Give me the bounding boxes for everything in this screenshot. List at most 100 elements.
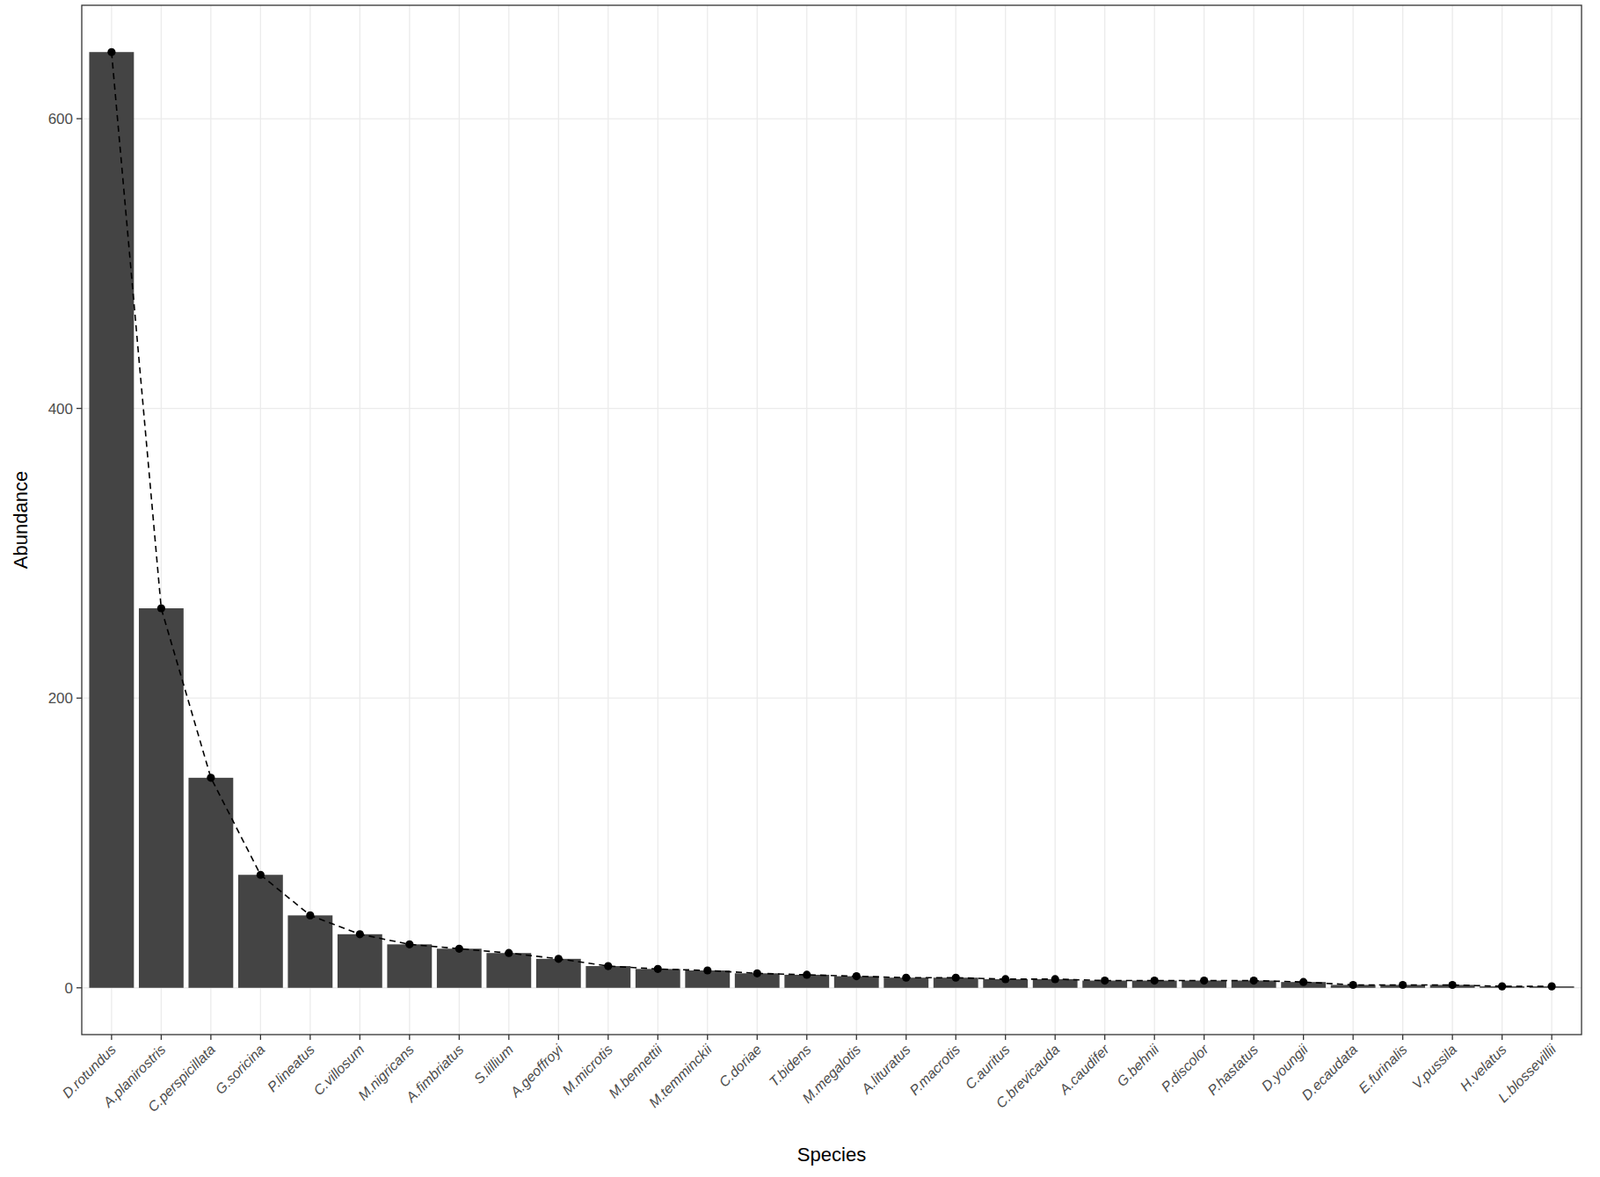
- point: [256, 871, 265, 880]
- y-tick: [76, 698, 82, 699]
- point: [952, 974, 960, 982]
- x-tick-label: D.youngii: [1258, 1041, 1312, 1095]
- x-tick: [1501, 1034, 1503, 1040]
- x-grid-line: [1004, 5, 1006, 1035]
- point: [305, 911, 314, 920]
- x-grid-line: [1402, 5, 1404, 1035]
- x-tick: [657, 1034, 659, 1040]
- x-tick: [1302, 1034, 1304, 1040]
- point: [455, 945, 464, 953]
- bar: [386, 944, 432, 988]
- x-grid-line: [1203, 5, 1205, 1035]
- x-tick-label: C.auritus: [962, 1041, 1013, 1092]
- point: [802, 970, 811, 979]
- x-tick: [756, 1034, 758, 1040]
- x-tick: [160, 1034, 162, 1040]
- x-tick-label: C.brevicauda: [993, 1041, 1063, 1112]
- x-tick-label: V.pussila: [1409, 1041, 1460, 1092]
- x-tick-label: P.lineatus: [264, 1041, 318, 1095]
- y-grid-line: [81, 117, 1582, 119]
- x-grid-line: [1302, 5, 1304, 1035]
- x-tick: [1402, 1034, 1404, 1040]
- point: [1498, 982, 1506, 991]
- point: [1150, 976, 1159, 985]
- y-grid-line: [81, 698, 1582, 699]
- point: [1299, 978, 1308, 987]
- x-grid-line: [508, 5, 510, 1035]
- x-grid-line: [1501, 5, 1503, 1035]
- x-tick: [210, 1034, 211, 1040]
- x-grid-line: [856, 5, 858, 1035]
- point: [1051, 974, 1060, 983]
- x-tick-label: P.discolor: [1158, 1041, 1213, 1096]
- point: [603, 961, 612, 970]
- y-tick-label: 600: [48, 110, 73, 128]
- plot-background: [81, 5, 1582, 1035]
- x-grid-line: [607, 5, 609, 1035]
- y-axis-title: Abundance: [9, 471, 32, 569]
- point: [1001, 974, 1010, 983]
- x-tick-label: E.furinalis: [1355, 1041, 1411, 1097]
- bar: [337, 934, 383, 989]
- point: [206, 773, 215, 782]
- x-tick: [458, 1034, 460, 1040]
- point: [1250, 976, 1259, 985]
- x-tick: [508, 1034, 510, 1040]
- x-grid-line: [558, 5, 560, 1035]
- bar: [238, 874, 284, 989]
- x-grid-line: [706, 5, 708, 1035]
- y-tick-label: 0: [65, 980, 73, 997]
- x-tick: [1451, 1034, 1453, 1040]
- x-grid-line: [1104, 5, 1106, 1035]
- x-tick-label: G.behnii: [1113, 1041, 1162, 1090]
- x-tick: [1253, 1034, 1255, 1040]
- x-tick: [1352, 1034, 1353, 1040]
- y-tick-label: 200: [48, 690, 73, 707]
- point: [405, 940, 414, 949]
- y-tick: [76, 407, 82, 409]
- point: [901, 974, 910, 982]
- point: [1200, 976, 1208, 985]
- x-tick-label: C.perspicillata: [145, 1041, 219, 1115]
- point: [1548, 982, 1557, 991]
- x-tick: [955, 1034, 957, 1040]
- x-tick-label: P.macrotis: [906, 1041, 963, 1099]
- x-tick: [558, 1034, 560, 1040]
- point: [504, 949, 513, 958]
- bar: [88, 51, 134, 989]
- x-grid-line: [408, 5, 410, 1035]
- point: [1398, 981, 1407, 990]
- point: [703, 966, 712, 975]
- x-tick: [806, 1034, 808, 1040]
- x-tick: [309, 1034, 311, 1040]
- point: [753, 969, 762, 978]
- x-tick: [856, 1034, 858, 1040]
- x-tick-label: G.soricina: [212, 1041, 269, 1098]
- x-tick-label: L.blossevillii: [1495, 1041, 1560, 1106]
- x-tick: [607, 1034, 609, 1040]
- point: [1349, 981, 1358, 990]
- bar: [486, 952, 531, 989]
- x-tick-label: M.temminckii: [646, 1041, 715, 1111]
- x-grid-line: [1253, 5, 1255, 1035]
- x-grid-line: [955, 5, 957, 1035]
- point: [554, 954, 563, 963]
- point: [852, 972, 861, 981]
- x-tick: [1550, 1034, 1552, 1040]
- x-tick-label: A.geoffroyi: [507, 1041, 567, 1101]
- bar: [436, 948, 482, 988]
- x-tick-label: A.fimbriatus: [402, 1041, 466, 1106]
- bar: [138, 608, 184, 989]
- x-tick-label: M.megalotis: [799, 1041, 864, 1106]
- marks: [88, 48, 1574, 991]
- x-tick: [110, 1034, 112, 1040]
- axes: 0200400600D.rotundusA.planirostrisC.pers…: [48, 110, 1560, 1115]
- x-tick: [905, 1034, 907, 1040]
- x-tick-label: S.lillium: [471, 1041, 517, 1087]
- point: [1100, 976, 1109, 985]
- x-tick-label: A.caudifer: [1055, 1041, 1113, 1099]
- x-tick: [1203, 1034, 1205, 1040]
- x-tick-label: A.lituratus: [858, 1041, 914, 1098]
- y-tick: [76, 987, 82, 989]
- x-tick: [1054, 1034, 1056, 1040]
